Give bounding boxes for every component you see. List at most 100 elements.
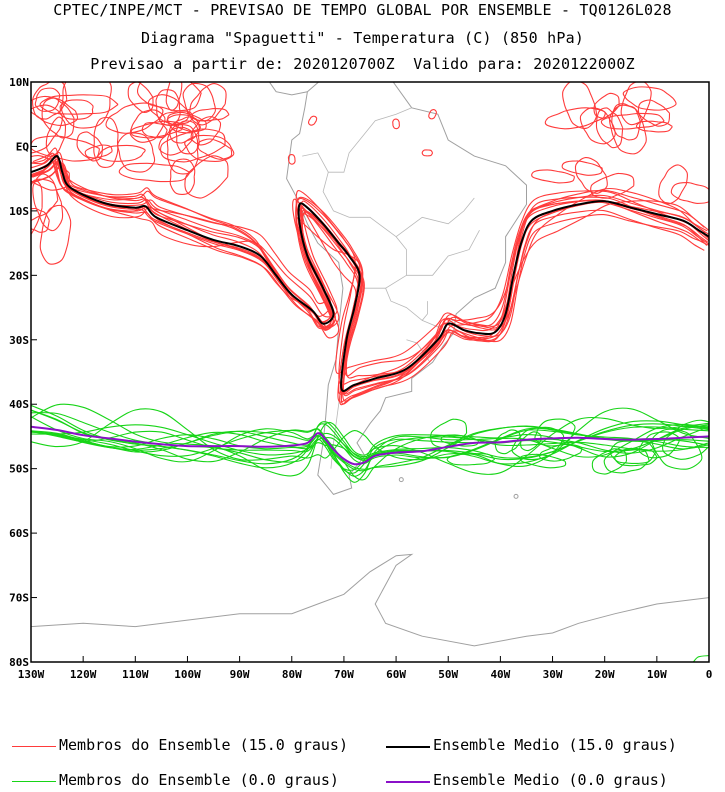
member-15-loop [392, 118, 400, 130]
member-15-loop [608, 104, 647, 155]
island [398, 477, 404, 483]
member-0-loop [651, 428, 703, 470]
legend-mean-0-swatch [386, 781, 430, 783]
member-0-contour [31, 407, 709, 468]
member-15-loop [31, 207, 50, 233]
member-15-contour [31, 160, 705, 386]
member-15-loop [562, 82, 598, 129]
lat-tick-label: 10N [9, 76, 29, 89]
member-15-loop [105, 102, 164, 134]
member-0-loop [662, 419, 709, 460]
lat-tick-label: 50S [9, 463, 29, 476]
member-15-loop [579, 107, 616, 145]
lon-tick-label: 50W [438, 668, 458, 681]
member-15-loop [130, 120, 184, 139]
lat-tick-label: 30S [9, 334, 29, 347]
means-layer [31, 155, 709, 466]
lon-tick-label: 100W [174, 668, 201, 681]
mean-15-contour [31, 155, 709, 392]
lon-tick-label: 20W [595, 668, 615, 681]
member-15-loop [147, 94, 189, 125]
member-0-loop [534, 418, 576, 447]
country-border [406, 230, 480, 276]
member-15-loop [31, 104, 63, 154]
country-border [330, 287, 366, 469]
lon-tick-label: 10W [647, 668, 667, 681]
legend-member-15-label: Membros do Ensemble (15.0 graus) [59, 736, 348, 754]
legend-mean-0-label: Ensemble Medio (0.0 graus) [433, 771, 668, 789]
lat-tick-label: 20S [9, 269, 29, 282]
member-0-loop [539, 443, 583, 462]
member-0-contour [31, 416, 709, 483]
member-15-loop [182, 82, 216, 122]
member-15-loop [118, 162, 191, 183]
member-15-contour [34, 162, 709, 405]
member-0-contour [31, 425, 709, 472]
island [513, 493, 519, 499]
lat-tick-label: 10S [9, 205, 29, 218]
chart-title-line2: Diagrama "Spaguetti" - Temperatura (C) (… [140, 29, 585, 47]
member-15-loop [531, 169, 576, 184]
mean-0-contour [31, 425, 709, 466]
member-0-contour [31, 409, 709, 465]
member-15-loop [41, 97, 75, 139]
member-15-loop [84, 144, 113, 159]
members-0-layer [31, 403, 709, 662]
lat-tick-label: EQ [16, 140, 30, 153]
member-0-loop [520, 431, 542, 452]
lon-tick-label: 130W [18, 668, 45, 681]
member-0-contour [31, 403, 709, 477]
member-15-loop [60, 82, 112, 129]
member-15-loop [593, 92, 620, 119]
member-15-loop [166, 114, 201, 134]
member-15-contour [31, 152, 708, 375]
member-15-loop [595, 107, 624, 149]
members-15-layer [31, 82, 709, 406]
member-0-loop [511, 426, 565, 461]
member-15-loop [622, 86, 677, 111]
chart-title-line3: Previsao a partir de: 2020120700Z Valido… [90, 55, 635, 73]
lon-tick-label: 70W [334, 668, 354, 681]
member-15-loop [129, 109, 166, 143]
member-15-loop [31, 179, 43, 236]
plot-frame [30, 81, 710, 663]
member-15-loop [168, 116, 201, 144]
member-15-loop [544, 107, 606, 130]
lon-tick-label: 0 [706, 668, 713, 681]
central-america-coast [268, 82, 308, 96]
lat-tick-label: 60S [9, 527, 29, 540]
lon-tick-label: 120W [70, 668, 97, 681]
lon-tick-label: 60W [386, 668, 406, 681]
member-15-loop [160, 128, 226, 163]
member-15-loop [307, 115, 318, 126]
member-15-contour [33, 164, 704, 402]
member-15-contour [31, 159, 709, 395]
member-15-loop [165, 82, 183, 111]
member-15-loop [32, 82, 68, 120]
lon-tick-label: 90W [230, 668, 250, 681]
member-0-loop [430, 418, 468, 449]
member-15-loop [59, 99, 94, 120]
lon-tick-label: 80W [282, 668, 302, 681]
member-15-loop [590, 172, 635, 199]
member-15-loop [127, 82, 154, 114]
member-15-loop [184, 134, 235, 162]
chart-title-line1: CPTEC/INPE/MCT - PREVISAO DE TEMPO GLOBA… [53, 1, 672, 19]
member-0-loop [519, 453, 567, 469]
member-15-loop [670, 182, 709, 204]
member-15-contour [31, 160, 709, 394]
member-0-loop [446, 453, 496, 466]
coastline-layer [31, 82, 709, 647]
member-0-contour [692, 655, 709, 662]
member-0-contour [31, 429, 709, 462]
country-border [359, 107, 412, 141]
member-15-loop [175, 120, 200, 155]
lat-tick-label: 70S [9, 592, 29, 605]
member-0-loop [603, 447, 650, 474]
member-15-loop [32, 173, 64, 232]
lon-tick-label: 110W [122, 668, 149, 681]
country-border [322, 139, 360, 218]
lon-tick-label: 40W [490, 668, 510, 681]
